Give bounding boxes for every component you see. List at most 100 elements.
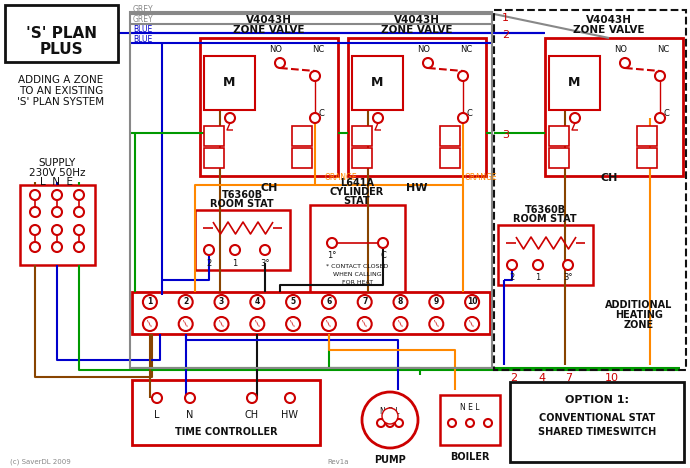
Polygon shape <box>204 56 255 110</box>
Text: V4043H: V4043H <box>586 15 632 25</box>
Circle shape <box>30 190 40 200</box>
Text: 230V 50Hz: 230V 50Hz <box>29 168 86 178</box>
Text: PLUS: PLUS <box>39 43 83 58</box>
Text: GREY: GREY <box>133 6 154 15</box>
Text: NO: NO <box>615 45 627 54</box>
Polygon shape <box>637 126 657 146</box>
Circle shape <box>448 419 456 427</box>
Text: 3°: 3° <box>563 273 573 283</box>
Polygon shape <box>292 126 312 146</box>
Text: (c) SaverDL 2009: (c) SaverDL 2009 <box>10 459 71 465</box>
Text: 10: 10 <box>467 298 477 307</box>
Circle shape <box>204 245 214 255</box>
Text: ADDING A ZONE: ADDING A ZONE <box>19 75 104 85</box>
Text: C: C <box>380 251 386 261</box>
Text: 1: 1 <box>233 258 237 268</box>
Text: ZONE VALVE: ZONE VALVE <box>573 25 644 35</box>
Text: ORANGE: ORANGE <box>325 174 357 183</box>
Text: PUMP: PUMP <box>374 455 406 465</box>
Text: 4: 4 <box>255 298 260 307</box>
Circle shape <box>74 207 84 217</box>
Text: N: N <box>186 410 194 420</box>
Text: 3: 3 <box>219 298 224 307</box>
Text: 2: 2 <box>511 373 518 383</box>
Text: \: \ <box>148 319 152 329</box>
Polygon shape <box>204 126 224 146</box>
Text: C: C <box>466 109 472 117</box>
Text: * CONTACT CLOSED: * CONTACT CLOSED <box>326 264 388 270</box>
Circle shape <box>275 58 285 68</box>
Text: M: M <box>371 76 384 89</box>
Circle shape <box>52 225 62 235</box>
Text: 4: 4 <box>538 373 546 383</box>
Circle shape <box>286 295 300 309</box>
Circle shape <box>655 113 665 123</box>
Text: ZONE VALVE: ZONE VALVE <box>233 25 305 35</box>
Text: 7: 7 <box>565 373 573 383</box>
Circle shape <box>247 393 257 403</box>
Text: 2: 2 <box>502 30 509 40</box>
Text: 7: 7 <box>362 298 367 307</box>
Text: T6360B: T6360B <box>221 190 263 200</box>
Polygon shape <box>440 126 460 146</box>
Circle shape <box>362 392 418 448</box>
Polygon shape <box>310 205 405 293</box>
Polygon shape <box>200 38 338 176</box>
Text: OPTION 1:: OPTION 1: <box>565 395 629 405</box>
Circle shape <box>74 190 84 200</box>
Circle shape <box>74 242 84 252</box>
Polygon shape <box>440 148 460 168</box>
Text: 2: 2 <box>509 273 515 283</box>
Circle shape <box>322 295 336 309</box>
Circle shape <box>393 317 408 331</box>
Text: TIME CONTROLLER: TIME CONTROLLER <box>175 427 277 437</box>
Circle shape <box>386 419 394 427</box>
Text: 1°: 1° <box>327 251 337 261</box>
Text: CH: CH <box>600 173 618 183</box>
Circle shape <box>250 295 264 309</box>
Text: 3°: 3° <box>260 258 270 268</box>
Text: FOR HEAT: FOR HEAT <box>342 280 373 285</box>
Text: \: \ <box>398 319 403 329</box>
Text: ADDITIONAL: ADDITIONAL <box>605 300 673 310</box>
Polygon shape <box>132 292 490 334</box>
Polygon shape <box>20 185 95 265</box>
Circle shape <box>52 207 62 217</box>
Text: ZONE: ZONE <box>624 320 654 330</box>
Circle shape <box>310 71 320 81</box>
Circle shape <box>179 317 193 331</box>
Text: 'S' PLAN: 'S' PLAN <box>26 25 97 41</box>
Circle shape <box>466 419 474 427</box>
Text: \: \ <box>362 319 367 329</box>
Text: BLUE: BLUE <box>133 35 152 44</box>
Text: CONVENTIONAL STAT: CONVENTIONAL STAT <box>539 413 655 423</box>
Text: CH: CH <box>260 183 277 193</box>
Text: 2: 2 <box>183 298 188 307</box>
Text: \: \ <box>255 319 260 329</box>
Text: 10: 10 <box>605 373 619 383</box>
Text: GREY: GREY <box>133 15 154 24</box>
Polygon shape <box>440 395 500 445</box>
Text: 5: 5 <box>290 298 295 307</box>
Circle shape <box>260 245 270 255</box>
Circle shape <box>458 71 468 81</box>
Text: WHEN CALLING: WHEN CALLING <box>333 272 382 278</box>
Circle shape <box>286 317 300 331</box>
Circle shape <box>152 393 162 403</box>
Circle shape <box>215 295 228 309</box>
Circle shape <box>225 113 235 123</box>
Circle shape <box>357 317 372 331</box>
Text: V4043H: V4043H <box>394 15 440 25</box>
Circle shape <box>507 260 517 270</box>
Text: C: C <box>663 109 669 117</box>
Circle shape <box>393 295 408 309</box>
Circle shape <box>620 58 630 68</box>
Circle shape <box>429 295 443 309</box>
Text: ORANGE: ORANGE <box>465 174 497 183</box>
Text: M: M <box>224 76 236 89</box>
Polygon shape <box>498 225 593 285</box>
Circle shape <box>484 419 492 427</box>
Circle shape <box>377 419 385 427</box>
Circle shape <box>322 317 336 331</box>
Circle shape <box>143 295 157 309</box>
